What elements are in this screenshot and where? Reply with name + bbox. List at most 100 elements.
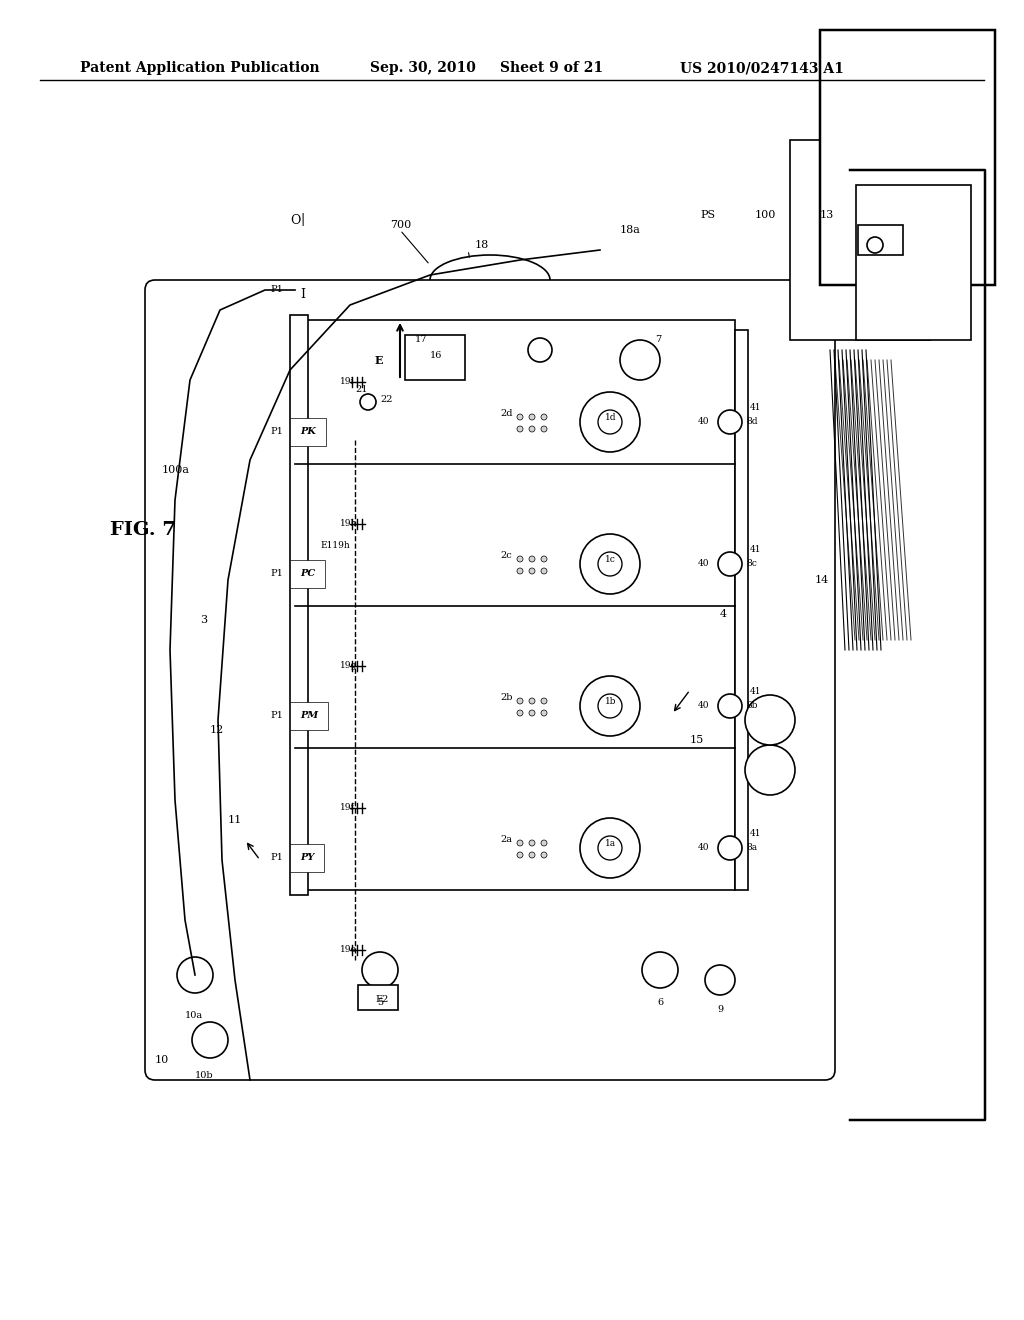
Text: E: E (375, 355, 384, 366)
Text: PM: PM (300, 711, 318, 721)
Text: 19i: 19i (340, 378, 354, 387)
Text: 18a: 18a (620, 224, 641, 235)
Circle shape (541, 851, 547, 858)
Circle shape (529, 556, 535, 562)
Text: 15: 15 (690, 735, 705, 744)
Circle shape (517, 414, 523, 420)
Text: 40: 40 (698, 560, 710, 569)
Text: 40: 40 (698, 417, 710, 426)
Circle shape (517, 698, 523, 704)
Text: I: I (300, 289, 305, 301)
Circle shape (529, 851, 535, 858)
Text: P1: P1 (270, 285, 283, 294)
Bar (406, 335, 465, 380)
Text: 10a: 10a (185, 1011, 203, 1019)
Bar (858, 224, 903, 255)
Circle shape (867, 238, 883, 253)
Circle shape (642, 952, 678, 987)
Circle shape (528, 338, 552, 362)
Text: 10b: 10b (195, 1071, 214, 1080)
Text: E119h: E119h (319, 541, 350, 550)
Circle shape (529, 568, 535, 574)
Circle shape (598, 836, 622, 861)
Bar (856, 185, 971, 341)
Text: US 2010/0247143 A1: US 2010/0247143 A1 (680, 61, 844, 75)
Circle shape (705, 965, 735, 995)
Circle shape (529, 414, 535, 420)
Text: 7: 7 (655, 335, 662, 345)
Text: 22: 22 (380, 396, 392, 404)
Bar (358, 985, 398, 1010)
Circle shape (529, 426, 535, 432)
Text: 1b: 1b (605, 697, 616, 705)
Circle shape (360, 393, 376, 411)
Text: 100: 100 (755, 210, 776, 220)
Text: E2: E2 (375, 995, 388, 1005)
Text: 100a: 100a (162, 465, 190, 475)
Text: 8d: 8d (746, 417, 758, 426)
Circle shape (362, 952, 398, 987)
Text: P1: P1 (270, 854, 283, 862)
Text: 19f: 19f (340, 804, 354, 813)
Circle shape (718, 836, 742, 861)
FancyBboxPatch shape (145, 280, 835, 1080)
Text: 41: 41 (750, 403, 762, 412)
Text: P1: P1 (270, 569, 283, 578)
Text: 6: 6 (657, 998, 664, 1007)
Text: 41: 41 (750, 829, 762, 837)
Text: 8b: 8b (746, 701, 758, 710)
Text: 19h: 19h (340, 520, 357, 528)
Text: 21: 21 (355, 385, 368, 395)
Circle shape (529, 840, 535, 846)
Text: 18: 18 (475, 240, 489, 249)
Text: PC: PC (300, 569, 315, 578)
Circle shape (517, 840, 523, 846)
Text: PS: PS (700, 210, 715, 220)
Circle shape (517, 568, 523, 574)
Circle shape (580, 676, 640, 737)
Polygon shape (735, 330, 748, 890)
Text: 41: 41 (750, 686, 762, 696)
Circle shape (529, 698, 535, 704)
Text: 2b: 2b (500, 693, 512, 702)
Text: 40: 40 (698, 843, 710, 853)
Text: P1: P1 (270, 711, 283, 721)
Circle shape (718, 411, 742, 434)
Text: 1c: 1c (605, 554, 615, 564)
Circle shape (745, 744, 795, 795)
Text: 5: 5 (377, 998, 383, 1007)
Circle shape (541, 698, 547, 704)
Text: 41: 41 (750, 544, 762, 553)
Circle shape (718, 552, 742, 576)
Text: 2d: 2d (500, 409, 512, 418)
Text: 17: 17 (415, 335, 427, 345)
Text: PY: PY (300, 854, 314, 862)
Circle shape (517, 710, 523, 715)
Text: 9: 9 (717, 1005, 723, 1014)
Circle shape (541, 840, 547, 846)
Circle shape (193, 1022, 228, 1059)
Text: 8c: 8c (746, 560, 757, 569)
Circle shape (580, 392, 640, 451)
Bar (295, 319, 735, 890)
Circle shape (598, 411, 622, 434)
Text: 2a: 2a (500, 836, 512, 845)
Text: 11: 11 (228, 814, 243, 825)
Circle shape (745, 696, 795, 744)
Text: 19g: 19g (340, 661, 357, 671)
Text: 13: 13 (820, 210, 835, 220)
Text: |: | (300, 214, 304, 227)
Text: 4: 4 (720, 609, 727, 619)
Text: 1d: 1d (605, 412, 616, 421)
Circle shape (517, 851, 523, 858)
Circle shape (541, 426, 547, 432)
Text: 19e: 19e (340, 945, 357, 954)
Bar (820, 30, 995, 285)
Circle shape (529, 710, 535, 715)
Text: 8a: 8a (746, 843, 757, 853)
Circle shape (598, 552, 622, 576)
Text: 10: 10 (155, 1055, 169, 1065)
Circle shape (541, 568, 547, 574)
Circle shape (541, 556, 547, 562)
Text: O: O (290, 214, 300, 227)
